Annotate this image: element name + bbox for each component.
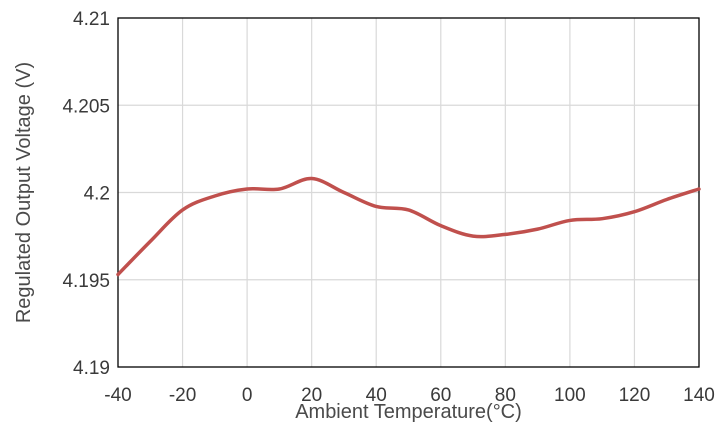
x-tick-label: 140 [683, 385, 715, 406]
y-tick-labels: 4.19 4.195 4.2 4.205 4.21 [62, 9, 110, 379]
x-axis-title: Ambient Temperature(°C) [295, 401, 522, 423]
x-tick-label: 60 [430, 385, 451, 406]
y-tick-label: 4.21 [73, 9, 110, 30]
x-tick-label: 120 [619, 385, 651, 406]
plot-frame [117, 17, 700, 368]
series-layer [116, 176, 701, 277]
y-axis-title: Regulated Output Voltage (V) [13, 62, 35, 323]
y-tick-label: 4.2 [84, 184, 110, 205]
x-tick-label: -20 [169, 385, 196, 406]
y-tick-label: 4.195 [62, 271, 110, 292]
x-tick-label: 80 [495, 385, 516, 406]
y-tick-label: 4.205 [62, 96, 110, 117]
x-tick-label: 20 [301, 385, 322, 406]
x-tick-label: 40 [366, 385, 387, 406]
x-tick-labels: -40 -20 0 20 40 60 80 100 120 140 [104, 385, 715, 406]
horizontal-gridlines [118, 104, 699, 281]
x-tick-label: 100 [554, 385, 586, 406]
series-line [116, 176, 701, 277]
y-tick-label: 4.19 [73, 358, 110, 379]
x-tick-label: -40 [104, 385, 131, 406]
x-tick-label: 0 [242, 385, 253, 406]
